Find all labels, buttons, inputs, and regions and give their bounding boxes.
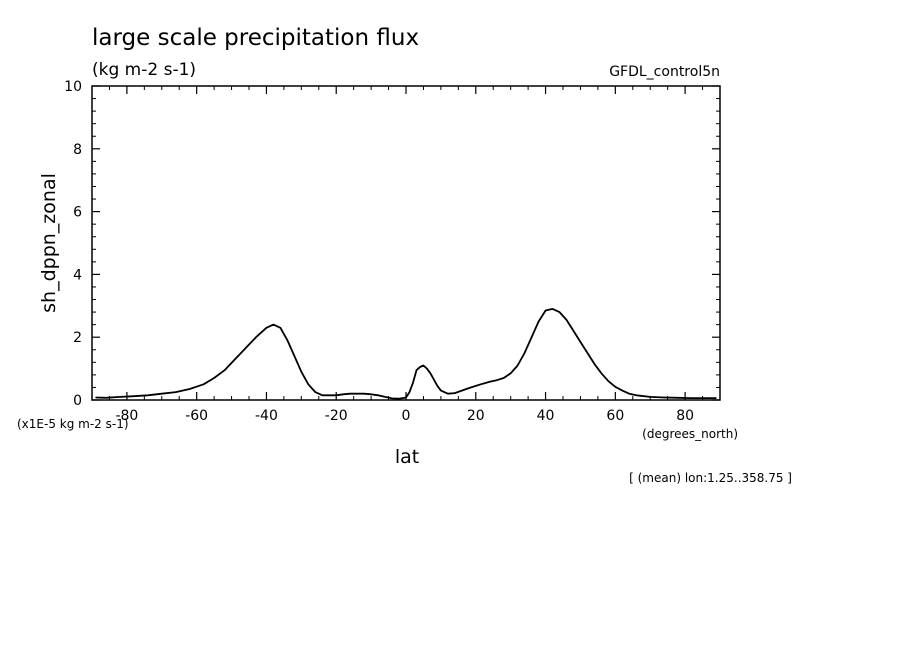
y-tick-label: 0 (73, 393, 82, 409)
y-tick-label: 2 (73, 330, 82, 346)
y-tick-label: 8 (73, 142, 82, 158)
x-axis-label: lat (395, 446, 419, 468)
y-tick-label: 6 (73, 205, 82, 221)
x-tick-label: -80 (115, 408, 138, 424)
y-axis-label: sh_dppn_zonal (38, 173, 60, 313)
x-tick-label: -40 (255, 408, 278, 424)
x-minor-ticks (108, 86, 704, 400)
x-tick-label: 80 (676, 408, 694, 424)
x-tick-label: 40 (537, 408, 555, 424)
chart-title: large scale precipitation flux (92, 25, 419, 51)
x-tick-label: 60 (606, 408, 624, 424)
x-axis-ticks: -80 -60 -40 -20 0 20 40 60 80 (115, 86, 694, 424)
series-line (95, 308, 717, 400)
x-units-label: (degrees_north) (642, 427, 738, 441)
y-tick-label: 4 (73, 267, 82, 283)
dataset-label: GFDL_control5n (609, 64, 720, 80)
x-tick-label: 0 (402, 408, 411, 424)
x-tick-label: -20 (325, 408, 348, 424)
footnote: [ (mean) lon:1.25..358.75 ] (629, 471, 792, 485)
chart-subtitle: (kg m-2 s-1) (92, 60, 196, 80)
y-axis-ticks: 0 2 4 6 8 10 (64, 79, 720, 409)
plot-frame (91, 85, 721, 401)
y-scale-note: (x1E-5 kg m-2 s-1) (17, 417, 129, 431)
x-tick-label: 20 (467, 408, 485, 424)
x-tick-label: -60 (185, 408, 208, 424)
y-minor-ticks (92, 98, 720, 388)
y-tick-label: 10 (64, 79, 82, 95)
